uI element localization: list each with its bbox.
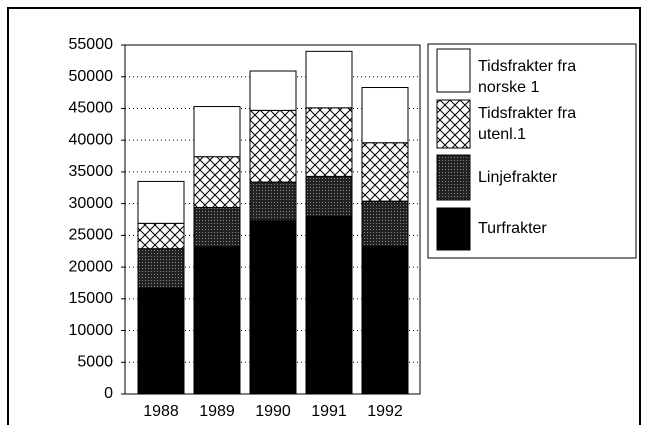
- legend-label: Turfrakter: [478, 220, 547, 237]
- x-tick-label: 1989: [199, 403, 235, 420]
- legend-box: [427, 43, 637, 259]
- legend-swatch: [436, 99, 471, 149]
- y-tick-label: 20000: [69, 258, 114, 275]
- bar-segment: [305, 215, 353, 395]
- legend-swatch: [436, 207, 471, 251]
- y-tick-label: 10000: [69, 322, 114, 339]
- bar-segment: [305, 107, 353, 177]
- bar-segment: [137, 222, 185, 250]
- legend-label: Linjefrakter: [478, 169, 558, 186]
- y-tick-label: 50000: [69, 68, 114, 85]
- bar-segment: [193, 156, 241, 208]
- y-tick-label: 55000: [69, 36, 114, 53]
- bar-segment: [361, 245, 409, 395]
- bar-segment: [193, 106, 241, 158]
- y-tick-label: 15000: [69, 290, 114, 307]
- bar-segment: [361, 200, 409, 247]
- y-tick-label: 35000: [69, 163, 114, 180]
- y-tick-label: 5000: [77, 353, 113, 370]
- legend-swatch: [436, 48, 471, 93]
- x-tick-label: 1991: [311, 403, 347, 420]
- y-tick-label: 45000: [69, 100, 114, 117]
- bar-segment: [361, 87, 409, 144]
- y-tick-label: 0: [104, 385, 113, 402]
- bar-segment: [249, 220, 297, 395]
- x-tick-label: 1988: [143, 403, 179, 420]
- x-tick-label: 1990: [255, 403, 291, 420]
- legend-label: Tidsfrakter fra norske 1: [478, 58, 577, 96]
- bar-segment: [305, 50, 353, 109]
- bar-segment: [137, 248, 185, 289]
- bar-segment: [249, 109, 297, 183]
- y-tick-label: 30000: [69, 195, 114, 212]
- legend-swatch: [436, 154, 471, 201]
- bar-segment: [361, 142, 409, 202]
- y-tick-label: 40000: [69, 131, 114, 148]
- bar-segment: [305, 175, 353, 217]
- x-tick-label: 1992: [367, 403, 403, 420]
- legend-label: Tidsfrakter fra utenl.1: [478, 105, 577, 143]
- bar-segment: [137, 180, 185, 224]
- bar-segment: [193, 246, 241, 395]
- y-tick-label: 25000: [69, 227, 114, 244]
- frame: [7, 7, 641, 425]
- bar-segment: [249, 70, 297, 111]
- bar-segment: [137, 287, 185, 395]
- bar-segment: [249, 181, 297, 222]
- bar-segment: [193, 206, 241, 248]
